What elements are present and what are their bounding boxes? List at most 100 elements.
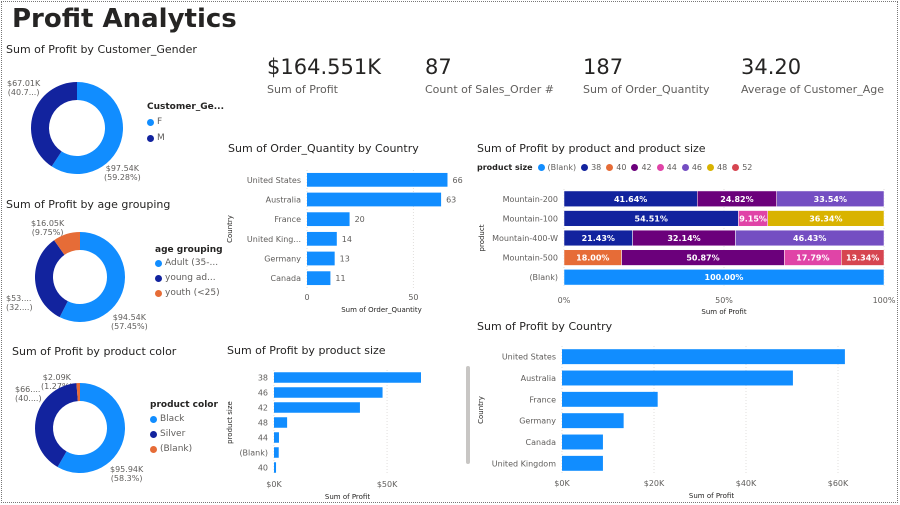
stacked-bar-segment[interactable] [776, 190, 885, 207]
legend-item[interactable]: (Blank) [537, 163, 576, 172]
bar[interactable] [274, 432, 279, 443]
donut-slice[interactable] [51, 82, 124, 175]
data-label: 13.34% [846, 254, 879, 263]
donut-slice[interactable] [76, 383, 80, 402]
legend-label: M [157, 133, 165, 143]
stacked-bar-segment[interactable] [841, 249, 885, 266]
bar[interactable] [562, 434, 603, 450]
legend-item[interactable]: youth (<25) [155, 288, 223, 298]
data-label: 54.51% [635, 214, 668, 223]
kpi-card-orders[interactable]: 87 Count of Sales_Order # [425, 55, 554, 96]
legend-item[interactable]: 46 [681, 163, 703, 172]
y-tick-label: 42 [258, 404, 268, 413]
bar[interactable] [307, 172, 448, 187]
y-tick-label: 40 [258, 464, 268, 473]
bar[interactable] [274, 447, 279, 458]
chart-title: Sum of Profit by product and product siz… [477, 142, 706, 155]
legend-dot-icon [147, 118, 154, 126]
legend-dot-icon [155, 289, 162, 297]
donut-slice[interactable] [54, 232, 80, 255]
legend-dot-icon [656, 164, 664, 171]
y-tick-label: Germany [519, 417, 556, 426]
y-tick-label: United States [502, 353, 556, 362]
stacked-bar-segment[interactable] [735, 229, 885, 247]
legend-item[interactable]: Silver [150, 429, 218, 439]
y-axis-title: product size [226, 401, 234, 444]
legend-title: age grouping [155, 245, 223, 255]
y-tick-label: Mountain-100 [503, 214, 558, 223]
legend-item[interactable]: Black [150, 414, 218, 424]
legend-label: (Blank) [160, 444, 193, 454]
stacked-bar-segment[interactable] [767, 210, 885, 227]
legend-dot-icon [681, 164, 689, 171]
kpi-label: Sum of Profit [267, 83, 338, 96]
donut-slice[interactable] [31, 82, 78, 167]
stacked-bar-segment[interactable] [563, 269, 885, 286]
legend-item[interactable]: young ad... [155, 273, 223, 283]
legend-item[interactable]: 38 [581, 163, 601, 172]
bar[interactable] [274, 387, 383, 398]
legend-item[interactable]: 44 [656, 163, 677, 172]
bar[interactable] [307, 212, 350, 227]
data-label: 13 [340, 255, 350, 264]
legend-label: 38 [591, 163, 602, 172]
legend-item[interactable]: M [147, 133, 224, 143]
x-tick-label: 0% [558, 296, 571, 305]
scrollbar[interactable] [466, 366, 470, 464]
bar[interactable] [562, 370, 793, 386]
legend-dot-icon [606, 164, 614, 171]
y-tick-label: France [274, 215, 301, 224]
legend-label: Silver [160, 429, 186, 439]
bar[interactable] [274, 462, 277, 473]
legend-item[interactable]: (Blank) [150, 444, 218, 454]
y-tick-label: Australia [521, 374, 556, 383]
kpi-card-quantity[interactable]: 187 Sum of Order_Quantity [583, 55, 710, 96]
legend-label: F [157, 117, 163, 127]
legend-label: Adult (35-... [165, 258, 219, 268]
data-label: 100.00% [705, 273, 744, 282]
legend-item[interactable]: 40 [606, 163, 626, 172]
bar[interactable] [307, 192, 442, 207]
legend-dot-icon [707, 164, 715, 171]
donut-slice[interactable] [57, 383, 126, 473]
legend-item[interactable]: Adult (35-... [155, 258, 223, 268]
bar[interactable] [562, 349, 845, 365]
bar[interactable] [307, 231, 337, 246]
bar[interactable] [274, 372, 421, 383]
bar[interactable] [274, 417, 288, 428]
y-tick-label: Mountain-200 [503, 195, 558, 204]
legend-title: Customer_Ge... [147, 102, 225, 112]
kpi-value: 34.20 [741, 55, 802, 79]
y-tick-label: United States [247, 176, 301, 185]
legend-label: 44 [666, 163, 677, 172]
product-size-legend: product size (Blank) 38 40 42 44 46 48 52 [477, 163, 752, 172]
kpi-card-profit[interactable]: $164.551K Sum of Profit [267, 55, 381, 96]
legend-item[interactable]: 52 [732, 163, 752, 172]
y-axis-title: product [478, 224, 486, 251]
donut-slice[interactable] [34, 383, 78, 468]
y-tick-label: France [529, 395, 556, 404]
legend-dot-icon [155, 274, 162, 282]
legend-item[interactable]: F [147, 117, 224, 127]
bar[interactable] [307, 271, 331, 286]
donut-slice[interactable] [35, 240, 68, 318]
bar[interactable] [562, 413, 624, 429]
kpi-card-age[interactable]: 34.20 Average of Customer_Age [741, 55, 884, 96]
bar[interactable] [274, 402, 360, 413]
legend-item[interactable]: 42 [631, 163, 652, 172]
x-tick-label: 50 [408, 293, 418, 302]
bar[interactable] [307, 251, 335, 266]
y-tick-label: 38 [258, 374, 268, 383]
legend-label: 46 [691, 163, 703, 172]
bar[interactable] [562, 391, 658, 407]
x-tick-label: 0 [304, 293, 309, 302]
legend-label: youth (<25) [165, 288, 220, 298]
y-tick-label: Germany [264, 255, 301, 264]
legend-item[interactable]: 48 [707, 163, 727, 172]
donut-slice[interactable] [59, 232, 125, 322]
y-tick-label: Canada [271, 274, 302, 283]
kpi-label: Count of Sales_Order # [425, 83, 555, 96]
bar[interactable] [562, 455, 603, 471]
x-tick-label: 50% [715, 296, 733, 305]
